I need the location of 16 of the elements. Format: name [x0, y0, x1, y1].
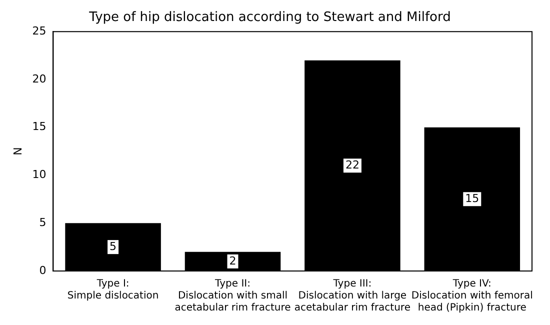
x-tick-label: Type I: Simple dislocation	[67, 278, 159, 302]
data-label: 22	[345, 158, 360, 172]
x-tick-label: Type III: Dislocation with large acetabular rim fracture	[294, 278, 410, 314]
data-label: 5	[110, 240, 117, 253]
y-tick-label: 20	[32, 72, 46, 86]
y-tick-label: 5	[39, 216, 46, 229]
y-tick-label: 25	[32, 24, 46, 38]
y-axis-title: N	[11, 147, 24, 156]
y-tick-label: 15	[32, 120, 46, 134]
x-tick-label: Type IV: Dislocation with femoral head (Pipkin) fracture	[411, 278, 533, 314]
y-tick-label: 0	[39, 264, 46, 277]
data-label: 15	[465, 192, 480, 206]
y-tick-label: 10	[32, 168, 46, 182]
x-tick-label: Type II: Dislocation with small acetabular rim fracture	[174, 278, 291, 314]
chart-title: Type of hip dislocation according to Stewart and Milford	[88, 10, 451, 26]
data-label: 2	[229, 254, 236, 268]
